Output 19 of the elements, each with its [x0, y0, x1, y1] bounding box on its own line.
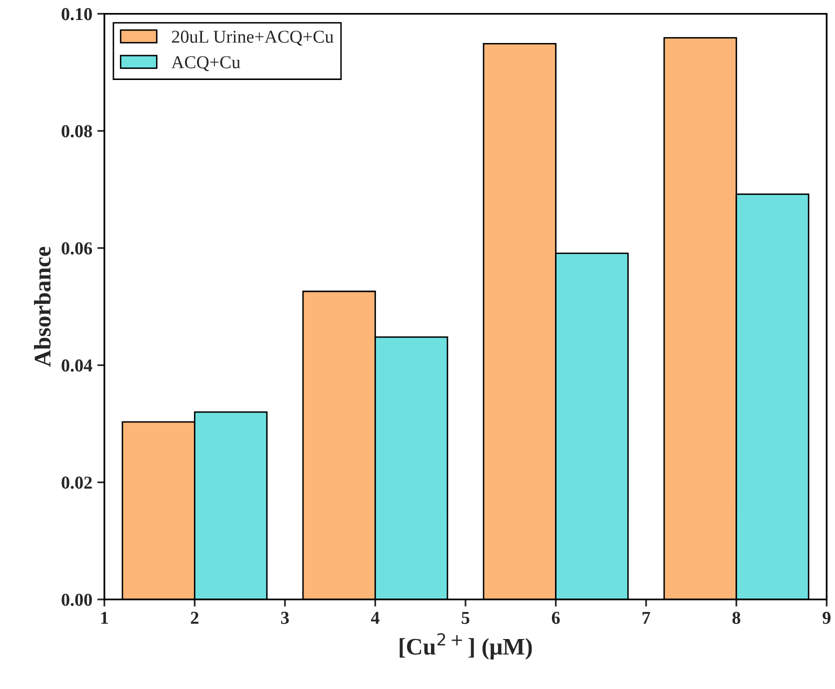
y-tick-label: 0.00 [62, 594, 92, 606]
y-tick-label: 0.02 [62, 476, 92, 489]
x-tick-label: 6 [552, 612, 560, 624]
y-axis-title: Absorbance [34, 246, 51, 367]
legend-label: ACQ+Cu [171, 56, 240, 72]
y-tick-label: 0.04 [62, 359, 92, 372]
legend-label: 20uL Urine+ACQ+Cu [172, 30, 334, 46]
x-tick-label: 8 [732, 612, 740, 624]
x-tick-label: 2 [190, 612, 198, 624]
x-tick-label: 7 [642, 612, 650, 624]
x-tick-label: 3 [281, 612, 289, 624]
x-tick-label: 5 [462, 612, 470, 624]
x-tick-label: 4 [370, 612, 380, 624]
y-tick-label: 0.10 [62, 8, 92, 20]
x-tick-label: 1 [101, 612, 108, 624]
x-axis-title: [Cu$^{2+}$] (μM) [400, 633, 532, 660]
x-tick-label: 9 [822, 612, 831, 624]
y-tick-label: 0.08 [62, 125, 92, 138]
y-tick-label: 0.06 [62, 242, 92, 255]
